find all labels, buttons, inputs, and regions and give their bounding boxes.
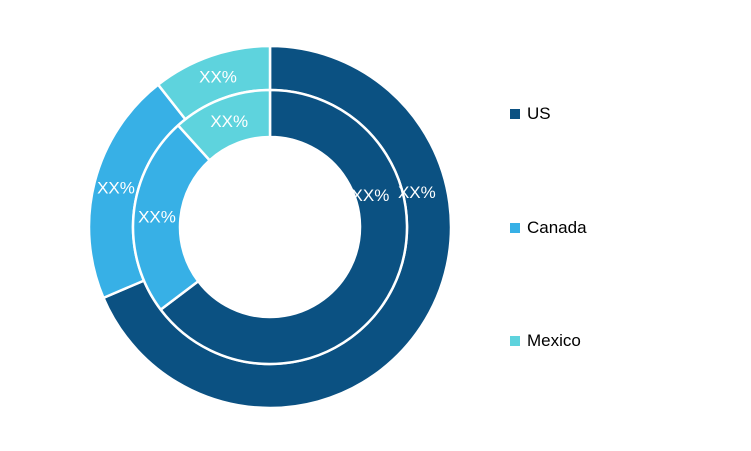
legend-label-mexico: Mexico xyxy=(527,331,581,350)
legend-swatch-mexico xyxy=(510,336,520,346)
inner-ring-slice-us xyxy=(159,88,409,366)
outer-ring-label-mexico: XX% xyxy=(199,68,237,87)
legend-label-us: US xyxy=(527,104,551,123)
legend-item-mexico: Mexico xyxy=(510,331,581,351)
inner-ring-label-us: XX% xyxy=(352,186,390,205)
legend-swatch-us xyxy=(510,109,520,119)
legend-swatch-canada xyxy=(510,223,520,233)
outer-ring-label-us: XX% xyxy=(398,183,436,202)
legend-item-canada: Canada xyxy=(510,218,587,238)
inner-ring-label-canada: XX% xyxy=(138,207,176,226)
inner-ring-slice-mexico xyxy=(176,88,272,162)
legend-item-us: US xyxy=(510,104,551,124)
outer-ring-label-canada: XX% xyxy=(97,178,135,197)
inner-ring-label-mexico: XX% xyxy=(210,112,248,131)
legend-label-canada: Canada xyxy=(527,218,587,237)
